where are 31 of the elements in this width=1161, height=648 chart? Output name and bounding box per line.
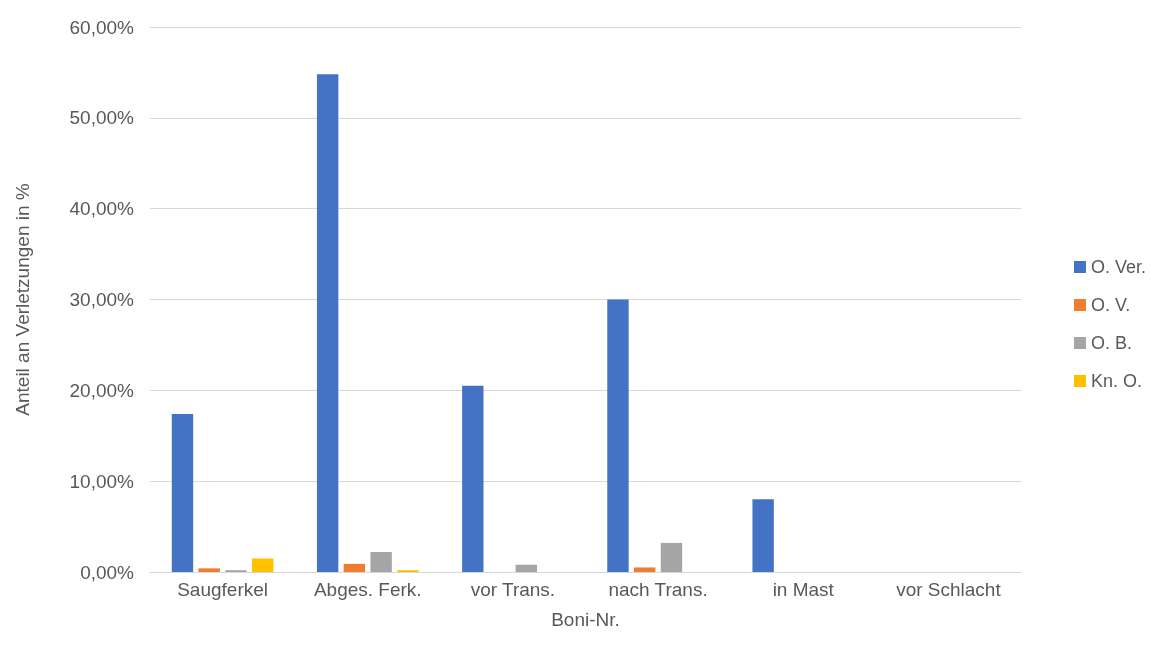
y-tick-label: 0,00% (80, 561, 135, 583)
bar (660, 542, 683, 572)
bar (607, 299, 629, 572)
y-tick-label: 60,00% (69, 16, 135, 38)
x-tick-label: vor Trans. (470, 579, 556, 600)
bar (515, 564, 537, 572)
legend-label: O. V. (1090, 295, 1131, 315)
x-tick-label: Abges. Ferk. (313, 579, 422, 600)
y-tick-label: 40,00% (69, 198, 135, 220)
y-axis-title: Anteil an Verletzungen in % (12, 183, 33, 416)
bar (752, 499, 774, 572)
y-tick-label: 30,00% (69, 289, 135, 310)
bar (370, 552, 392, 572)
x-tick-label: in Mast (772, 579, 835, 600)
x-axis-title: Boni-Nr. (551, 609, 620, 630)
bar (198, 568, 220, 572)
legend-label: Kn. O. (1090, 371, 1142, 391)
bar (171, 413, 194, 572)
y-tick-label: 10,00% (69, 470, 135, 492)
bar (316, 74, 339, 572)
y-tick-label: 50,00% (69, 107, 135, 129)
bar (343, 563, 366, 572)
y-tick-label: 20,00% (69, 379, 135, 401)
bar (634, 567, 656, 572)
bar (462, 385, 484, 572)
bar (252, 558, 274, 572)
x-tick-label: nach Trans. (608, 579, 708, 600)
x-tick-label: Saugferkel (177, 579, 269, 600)
x-tick-label: vor Schlacht (896, 579, 1002, 600)
legend-label: O. Ver. (1090, 257, 1146, 277)
legend-label: O. B. (1090, 333, 1132, 353)
